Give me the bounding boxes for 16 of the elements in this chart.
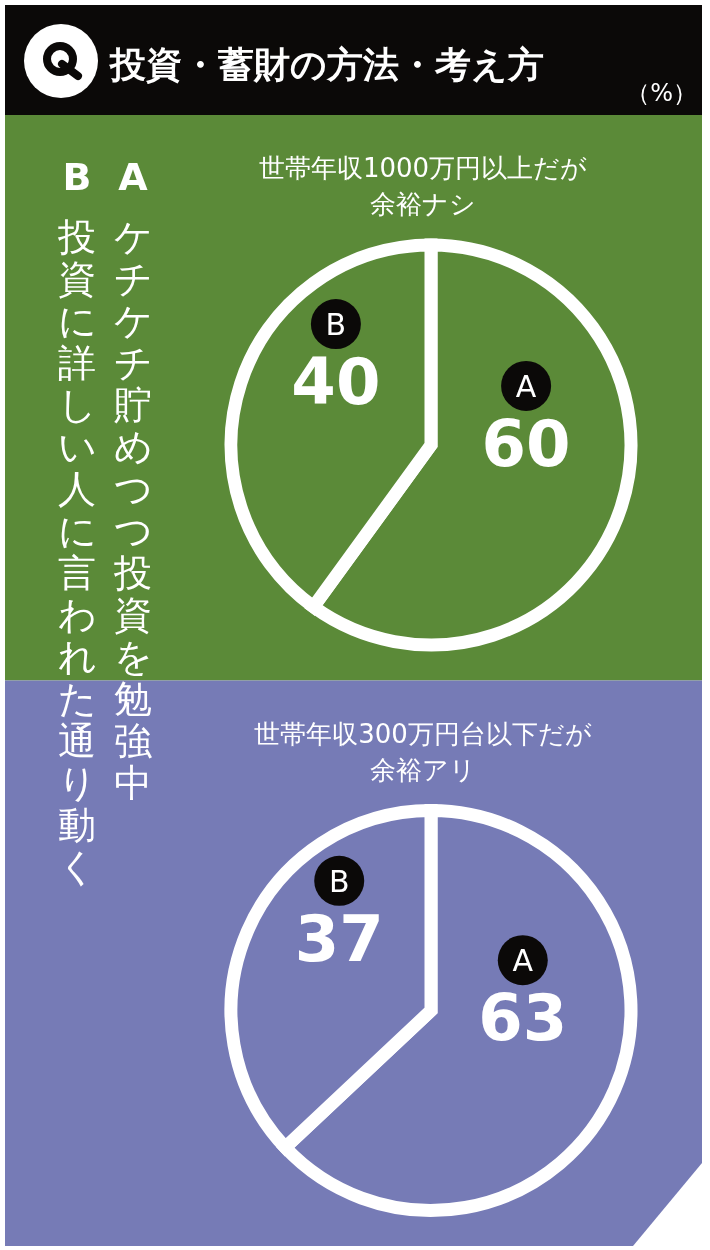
text: （%） <box>626 79 697 107</box>
data-label: 37 <box>294 901 384 976</box>
text: 投資・蓄財の方法・考え方 <box>108 44 544 85</box>
data-label: 40 <box>291 345 381 420</box>
slice-label: A <box>515 368 537 404</box>
text: ケチケチ貯めつつ投資を勉強中 <box>113 215 153 805</box>
chart-title: 世帯年収1000万円以上だが余裕ナシ <box>258 153 588 219</box>
data-label: 63 <box>478 981 568 1056</box>
slice-label: B <box>325 307 347 343</box>
chart-title: 世帯年収300万円台以下だが余裕アリ <box>254 718 592 785</box>
category-label: A <box>118 155 148 199</box>
slice-label: B <box>328 863 350 899</box>
category-label: B <box>62 155 92 199</box>
data-label: 60 <box>481 406 571 481</box>
slice-label: A <box>512 943 534 979</box>
text: 投資に詳しい人に言われた通り動く <box>57 215 97 889</box>
